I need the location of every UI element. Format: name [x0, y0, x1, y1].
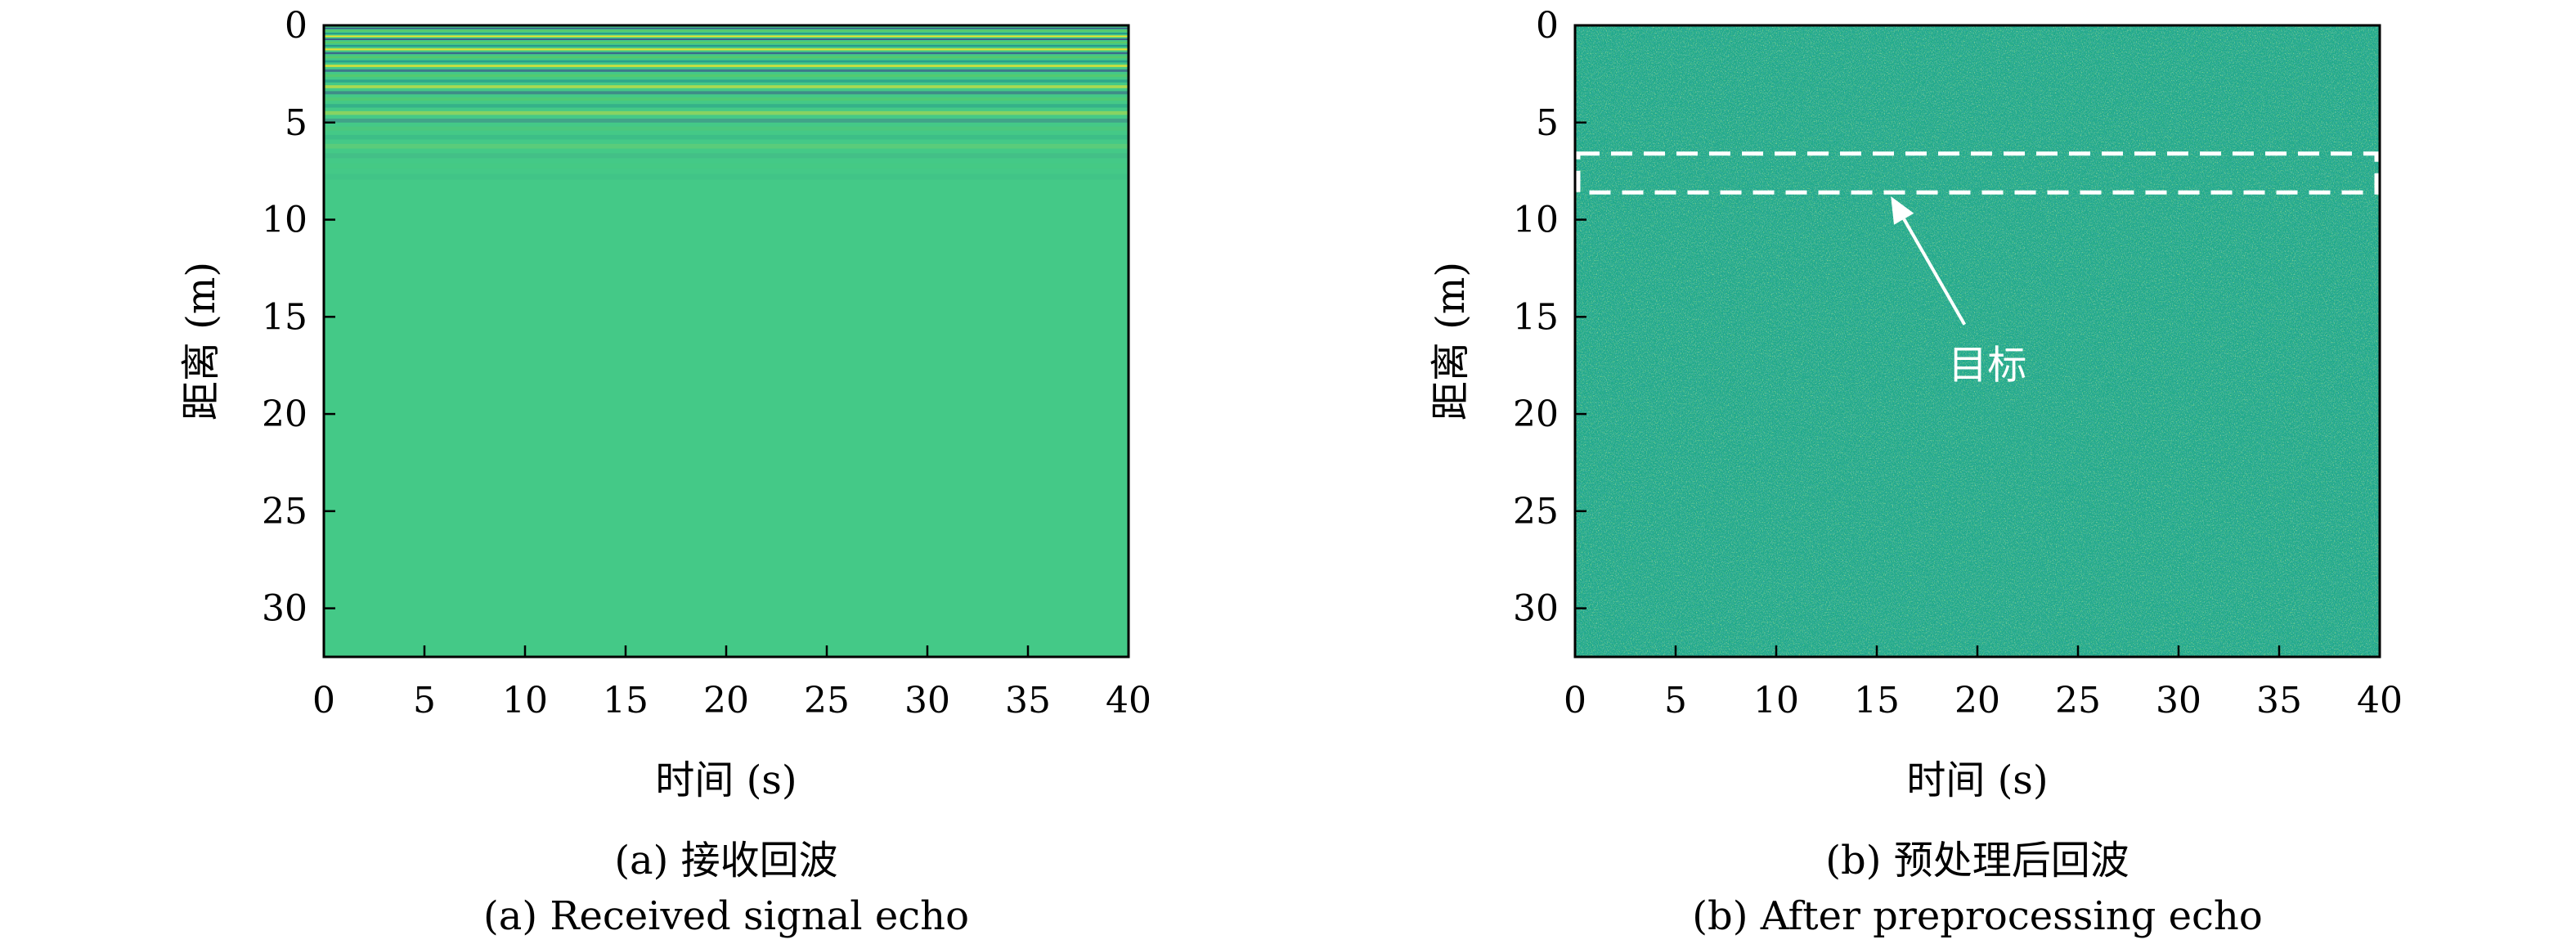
y-tick-label: 25: [1513, 491, 1559, 533]
x-tick-label: 20: [703, 680, 749, 721]
echo-stripe: [324, 33, 1129, 34]
y-tick-label: 20: [1513, 393, 1559, 435]
y-tick-label: 20: [262, 393, 307, 435]
y-tick-label: 10: [262, 200, 307, 241]
x-tick-label: 25: [2055, 680, 2101, 721]
echo-stripe: [324, 38, 1129, 40]
target-box: [1576, 151, 2379, 195]
echo-stripe: [324, 29, 1129, 32]
echo-stripe: [324, 110, 1129, 115]
y-tick-label: 30: [1513, 588, 1559, 630]
panel-a-heatmap: [324, 25, 1129, 657]
panel-b-caption-cn: (b) 预处理后回波: [1825, 838, 2129, 883]
y-tick-label: 5: [1536, 102, 1559, 144]
y-tick-label: 15: [1513, 296, 1559, 338]
echo-stripe: [324, 173, 1129, 180]
echo-stripe: [324, 60, 1129, 63]
panel-b-noise-blue: [1575, 25, 2380, 657]
panel-a-caption-cn: (a) 接收回波: [614, 838, 837, 883]
x-tick-label: 5: [1664, 680, 1687, 721]
panel-b-y-ticks: 0 5 10 15 20 25 30: [1513, 5, 1586, 630]
panel-b-caption-en: (b) After preprocessing echo: [1692, 893, 2262, 939]
echo-stripe: [324, 69, 1129, 72]
x-tick-label: 0: [312, 680, 335, 721]
echo-stripe: [324, 153, 1129, 159]
x-tick-label: 15: [603, 680, 648, 721]
panel-a-ylabel: 距离 (m): [178, 262, 224, 420]
echo-stripe: [324, 118, 1129, 123]
panel-b-ylabel: 距离 (m): [1428, 262, 1474, 420]
x-tick-label: 15: [1854, 680, 1900, 721]
y-tick-label: 10: [1513, 200, 1559, 241]
echo-stripe: [324, 104, 1129, 108]
x-tick-label: 35: [1005, 680, 1051, 721]
x-tick-label: 30: [2156, 680, 2201, 721]
panel-b-xlabel: 时间 (s): [1906, 757, 2048, 803]
target-arrow-head: [1891, 196, 1914, 225]
echo-stripe: [324, 56, 1129, 59]
x-tick-label: 40: [1106, 680, 1151, 721]
panel-a-xlabel: 时间 (s): [655, 757, 797, 803]
x-tick-label: 25: [804, 680, 850, 721]
y-tick-label: 0: [1536, 5, 1559, 47]
echo-stripe: [324, 65, 1129, 67]
target-label: 目标: [1948, 343, 2026, 389]
echo-stripe: [324, 97, 1129, 101]
x-tick-label: 0: [1564, 680, 1586, 721]
echo-stripe: [324, 163, 1129, 169]
y-tick-label: 0: [285, 5, 307, 47]
y-tick-label: 25: [262, 491, 307, 533]
panel-a-y-ticks: 0 5 10 15 20 25 30: [262, 5, 335, 630]
echo-stripe: [324, 85, 1129, 88]
echo-stripe: [324, 74, 1129, 78]
panel-a-x-ticks: 0 5 10 15 20 25 30 35 40: [312, 645, 1151, 721]
panel-b-x-ticks: 0 5 10 15 20 25 30 35 40: [1564, 645, 2403, 721]
x-tick-label: 40: [2357, 680, 2403, 721]
echo-stripe: [324, 52, 1129, 55]
echo-stripe: [324, 134, 1129, 140]
x-tick-label: 5: [413, 680, 436, 721]
x-tick-label: 10: [502, 680, 548, 721]
y-tick-label: 15: [262, 296, 307, 338]
y-tick-label: 5: [285, 102, 307, 144]
echo-stripe: [324, 79, 1129, 83]
echo-stripe: [324, 48, 1129, 51]
echo-stripe: [324, 91, 1129, 95]
echo-stripe: [324, 41, 1129, 43]
echo-stripe: [324, 143, 1129, 149]
target-arrow: [1902, 218, 1967, 326]
panel-a-stripes: [324, 25, 1129, 180]
echo-stripe: [324, 35, 1129, 38]
x-tick-label: 20: [1954, 680, 2000, 721]
panel-a-caption-en: (a) Received signal echo: [483, 893, 969, 939]
echo-stripe: [324, 126, 1129, 131]
panel-a: 0 5 10 15 20 25 30 35 40 0 5 10 15 20 25 30 时间 (s) 距离 …: [178, 5, 1151, 939]
x-tick-label: 35: [2256, 680, 2302, 721]
echo-stripe: [324, 27, 1129, 29]
y-tick-label: 30: [262, 588, 307, 630]
echo-stripe: [324, 44, 1129, 47]
x-tick-label: 10: [1753, 680, 1799, 721]
x-tick-label: 30: [904, 680, 950, 721]
